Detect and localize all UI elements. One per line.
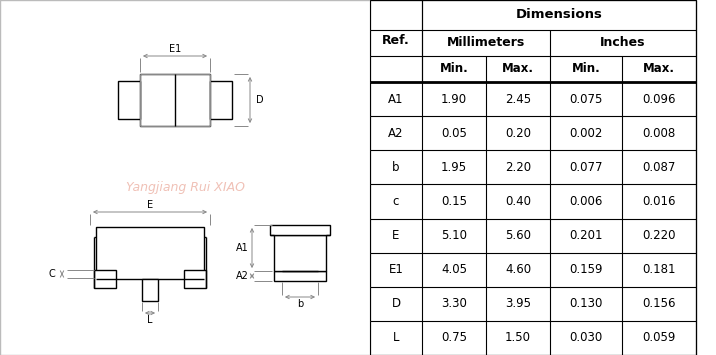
Text: 0.130: 0.130 bbox=[569, 297, 603, 310]
Text: A1: A1 bbox=[236, 243, 248, 253]
Bar bbox=[142, 279, 158, 301]
Text: 4.60: 4.60 bbox=[505, 263, 531, 276]
Text: 0.20: 0.20 bbox=[505, 127, 531, 140]
Text: b: b bbox=[297, 299, 303, 309]
Text: L: L bbox=[147, 315, 153, 325]
Bar bbox=[96, 227, 204, 279]
Text: D: D bbox=[256, 95, 263, 105]
Text: 1.50: 1.50 bbox=[505, 332, 531, 344]
Text: A1: A1 bbox=[388, 93, 404, 105]
Text: 3.95: 3.95 bbox=[505, 297, 531, 310]
Text: Inches: Inches bbox=[600, 37, 646, 49]
Text: E: E bbox=[392, 229, 400, 242]
Text: 0.40: 0.40 bbox=[505, 195, 531, 208]
Text: 0.096: 0.096 bbox=[642, 93, 676, 105]
Text: 0.220: 0.220 bbox=[642, 229, 676, 242]
Text: Dimensions: Dimensions bbox=[516, 9, 602, 22]
Text: b: b bbox=[392, 161, 400, 174]
Text: 2.20: 2.20 bbox=[505, 161, 531, 174]
Text: 0.05: 0.05 bbox=[441, 127, 467, 140]
Text: 3.30: 3.30 bbox=[441, 297, 467, 310]
Bar bbox=[274, 235, 326, 271]
Text: L: L bbox=[393, 332, 400, 344]
Text: 0.008: 0.008 bbox=[642, 127, 676, 140]
Text: E1: E1 bbox=[389, 263, 403, 276]
Bar bbox=[118, 81, 140, 119]
Bar bbox=[270, 225, 330, 235]
Text: 0.030: 0.030 bbox=[569, 332, 603, 344]
Text: 0.059: 0.059 bbox=[642, 332, 676, 344]
Text: C: C bbox=[49, 269, 55, 279]
Text: Ref.: Ref. bbox=[382, 34, 410, 48]
Text: 5.60: 5.60 bbox=[505, 229, 531, 242]
Text: Millimeters: Millimeters bbox=[447, 37, 525, 49]
Text: 0.016: 0.016 bbox=[642, 195, 676, 208]
Text: E: E bbox=[147, 200, 153, 210]
Text: 1.95: 1.95 bbox=[441, 161, 467, 174]
Text: 0.087: 0.087 bbox=[642, 161, 676, 174]
Text: Max.: Max. bbox=[643, 62, 675, 76]
Text: c: c bbox=[393, 195, 400, 208]
Text: A2: A2 bbox=[236, 271, 248, 281]
Text: Max.: Max. bbox=[502, 62, 534, 76]
Bar bbox=[274, 271, 326, 281]
Text: 0.075: 0.075 bbox=[569, 93, 603, 105]
Text: 0.002: 0.002 bbox=[569, 127, 603, 140]
Text: 0.077: 0.077 bbox=[569, 161, 603, 174]
Text: 0.006: 0.006 bbox=[569, 195, 603, 208]
Text: D: D bbox=[392, 297, 400, 310]
Text: A2: A2 bbox=[388, 127, 404, 140]
Text: 4.05: 4.05 bbox=[441, 263, 467, 276]
Text: E1: E1 bbox=[169, 44, 181, 54]
Text: 5.10: 5.10 bbox=[441, 229, 467, 242]
Text: 0.15: 0.15 bbox=[441, 195, 467, 208]
Text: 0.75: 0.75 bbox=[441, 332, 467, 344]
Text: 0.159: 0.159 bbox=[569, 263, 603, 276]
Text: 2.45: 2.45 bbox=[505, 93, 531, 105]
Text: 0.201: 0.201 bbox=[569, 229, 603, 242]
Text: Yangjiang Rui XIAO: Yangjiang Rui XIAO bbox=[125, 181, 244, 195]
Text: Min.: Min. bbox=[440, 62, 468, 76]
Text: Min.: Min. bbox=[571, 62, 601, 76]
Bar bbox=[184, 270, 206, 288]
Bar bbox=[140, 74, 210, 126]
Text: 0.181: 0.181 bbox=[642, 263, 676, 276]
Bar bbox=[94, 270, 116, 288]
Text: 1.90: 1.90 bbox=[441, 93, 467, 105]
Text: 0.156: 0.156 bbox=[642, 297, 676, 310]
Bar bbox=[210, 81, 232, 119]
